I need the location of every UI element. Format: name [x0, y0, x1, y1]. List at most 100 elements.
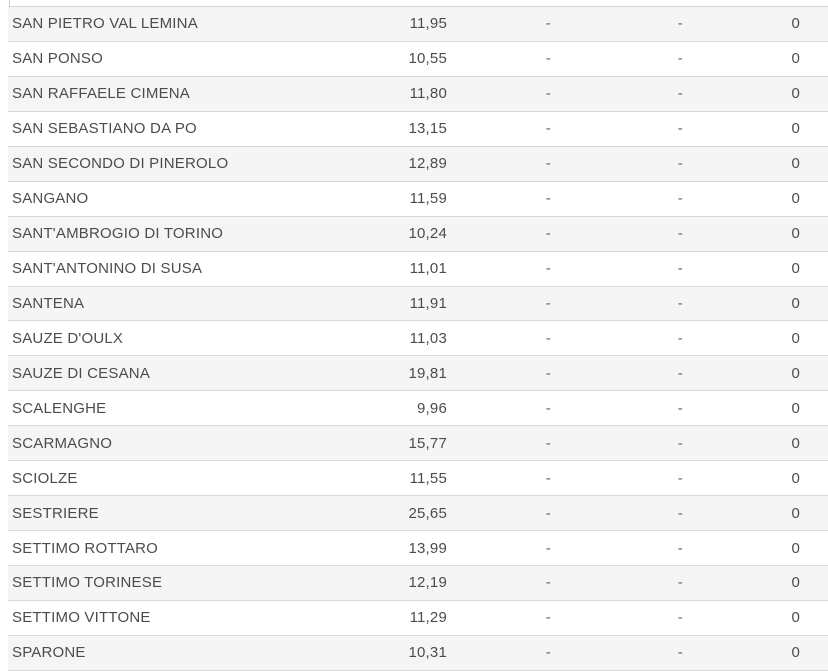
municipality-name-cell: SETTIMO TORINESE: [12, 574, 163, 592]
rate-cell: 19,81: [408, 364, 447, 382]
empty-value-cell-1: -: [545, 504, 551, 522]
municipality-name-cell: SCIOLZE: [12, 469, 78, 487]
count-cell: 0: [791, 260, 800, 278]
rate-cell: 9,96: [417, 399, 447, 417]
municipality-name-cell: SANTENA: [12, 294, 85, 312]
count-cell: 0: [791, 434, 800, 452]
table-row: SANT'ANTONINO DI SUSA 11,01 - - 0: [8, 251, 828, 287]
count-cell: 0: [791, 15, 800, 33]
rate-cell: 15,77: [408, 434, 447, 452]
rate-cell: 13,15: [408, 120, 447, 138]
empty-value-cell-2: -: [677, 85, 683, 103]
empty-value-cell-1: -: [545, 329, 551, 347]
count-cell: 0: [791, 85, 800, 103]
partial-previous-row: [9, 0, 828, 7]
municipality-name-cell: SPARONE: [12, 644, 86, 662]
empty-value-cell-1: -: [545, 260, 551, 278]
empty-value-cell-1: -: [545, 399, 551, 417]
empty-value-cell-1: -: [545, 434, 551, 452]
empty-value-cell-1: -: [545, 85, 551, 103]
count-cell: 0: [791, 190, 800, 208]
count-cell: 0: [791, 574, 800, 592]
empty-value-cell-1: -: [545, 574, 551, 592]
municipality-name-cell: SETTIMO VITTONE: [12, 609, 151, 627]
empty-value-cell-1: -: [545, 539, 551, 557]
municipality-name-cell: SAN SECONDO DI PINEROLO: [12, 155, 229, 173]
table-row: SAN PIETRO VAL LEMINA 11,95 - - 0: [8, 7, 828, 42]
empty-value-cell-2: -: [677, 539, 683, 557]
rate-cell: 12,89: [408, 155, 447, 173]
municipality-name-cell: SANT'ANTONINO DI SUSA: [12, 260, 203, 278]
count-cell: 0: [791, 644, 800, 662]
table-row: SCALENGHE 9,96 - - 0: [8, 391, 828, 427]
count-cell: 0: [791, 155, 800, 173]
table-row: SAN PONSO 10,55 - - 0: [8, 41, 828, 77]
rate-cell: 11,80: [409, 85, 447, 103]
count-cell: 0: [791, 609, 800, 627]
empty-value-cell-2: -: [677, 644, 683, 662]
empty-value-cell-2: -: [677, 50, 683, 68]
table-row: SESTRIERE 25,65 - - 0: [8, 496, 828, 532]
count-cell: 0: [791, 50, 800, 68]
table-row: SANT'AMBROGIO DI TORINO 10,24 - - 0: [8, 216, 828, 252]
empty-value-cell-2: -: [677, 574, 683, 592]
empty-value-cell-1: -: [545, 155, 551, 173]
table-row: SAUZE DI CESANA 19,81 - - 0: [8, 356, 828, 392]
table-row: SANGANO 11,59 - - 0: [8, 181, 828, 217]
table-rows: SAN PIETRO VAL LEMINA 11,95 - - 0 SAN PO…: [8, 7, 828, 671]
rate-cell: 11,03: [409, 329, 447, 347]
table-row: SAUZE D'OULX 11,03 - - 0: [8, 321, 828, 357]
empty-value-cell-1: -: [545, 609, 551, 627]
count-cell: 0: [791, 364, 800, 382]
count-cell: 0: [791, 504, 800, 522]
municipality-name-cell: SAUZE DI CESANA: [12, 364, 151, 382]
municipality-name-cell: SAN SEBASTIANO DA PO: [12, 120, 197, 138]
empty-value-cell-1: -: [545, 225, 551, 243]
table-row: SAN RAFFAELE CIMENA 11,80 - - 0: [8, 76, 828, 112]
table-row: SETTIMO TORINESE 12,19 - - 0: [8, 566, 828, 601]
table-row: SAN SECONDO DI PINEROLO 12,89 - - 0: [8, 146, 828, 182]
table-row: SCARMAGNO 15,77 - - 0: [8, 426, 828, 462]
empty-value-cell-2: -: [677, 364, 683, 382]
empty-value-cell-1: -: [545, 364, 551, 382]
municipality-name-cell: SANGANO: [12, 190, 89, 208]
empty-value-cell-1: -: [545, 190, 551, 208]
rate-cell: 13,99: [408, 539, 447, 557]
empty-value-cell-2: -: [677, 225, 683, 243]
municipality-name-cell: SETTIMO ROTTARO: [12, 539, 159, 557]
count-cell: 0: [791, 469, 800, 487]
empty-value-cell-2: -: [677, 155, 683, 173]
rate-cell: 12,19: [408, 574, 447, 592]
empty-value-cell-1: -: [545, 644, 551, 662]
empty-value-cell-2: -: [677, 294, 683, 312]
empty-value-cell-2: -: [677, 190, 683, 208]
municipality-name-cell: SAN PONSO: [12, 50, 103, 68]
rate-cell: 11,59: [409, 190, 447, 208]
municipality-name-cell: SANT'AMBROGIO DI TORINO: [12, 225, 224, 243]
count-cell: 0: [791, 225, 800, 243]
rate-cell: 11,29: [409, 609, 447, 627]
empty-value-cell-2: -: [677, 504, 683, 522]
empty-value-cell-2: -: [677, 120, 683, 138]
table-row: SETTIMO ROTTARO 13,99 - - 0: [8, 531, 828, 566]
municipality-name-cell: SAUZE D'OULX: [12, 329, 124, 347]
count-cell: 0: [791, 294, 800, 312]
count-cell: 0: [791, 399, 800, 417]
count-cell: 0: [791, 329, 800, 347]
rate-cell: 25,65: [408, 504, 447, 522]
empty-value-cell-2: -: [677, 469, 683, 487]
rate-cell: 10,24: [408, 225, 447, 243]
empty-value-cell-2: -: [677, 329, 683, 347]
table-row: SANTENA 11,91 - - 0: [8, 286, 828, 322]
rate-cell: 10,31: [408, 644, 447, 662]
municipality-name-cell: SCARMAGNO: [12, 434, 113, 452]
empty-value-cell-1: -: [545, 469, 551, 487]
table-row: SETTIMO VITTONE 11,29 - - 0: [8, 600, 828, 636]
empty-value-cell-2: -: [677, 609, 683, 627]
table-row: SCIOLZE 11,55 - - 0: [8, 461, 828, 497]
empty-value-cell-1: -: [545, 294, 551, 312]
municipality-name-cell: SAN PIETRO VAL LEMINA: [12, 15, 198, 33]
count-cell: 0: [791, 539, 800, 557]
count-cell: 0: [791, 120, 800, 138]
